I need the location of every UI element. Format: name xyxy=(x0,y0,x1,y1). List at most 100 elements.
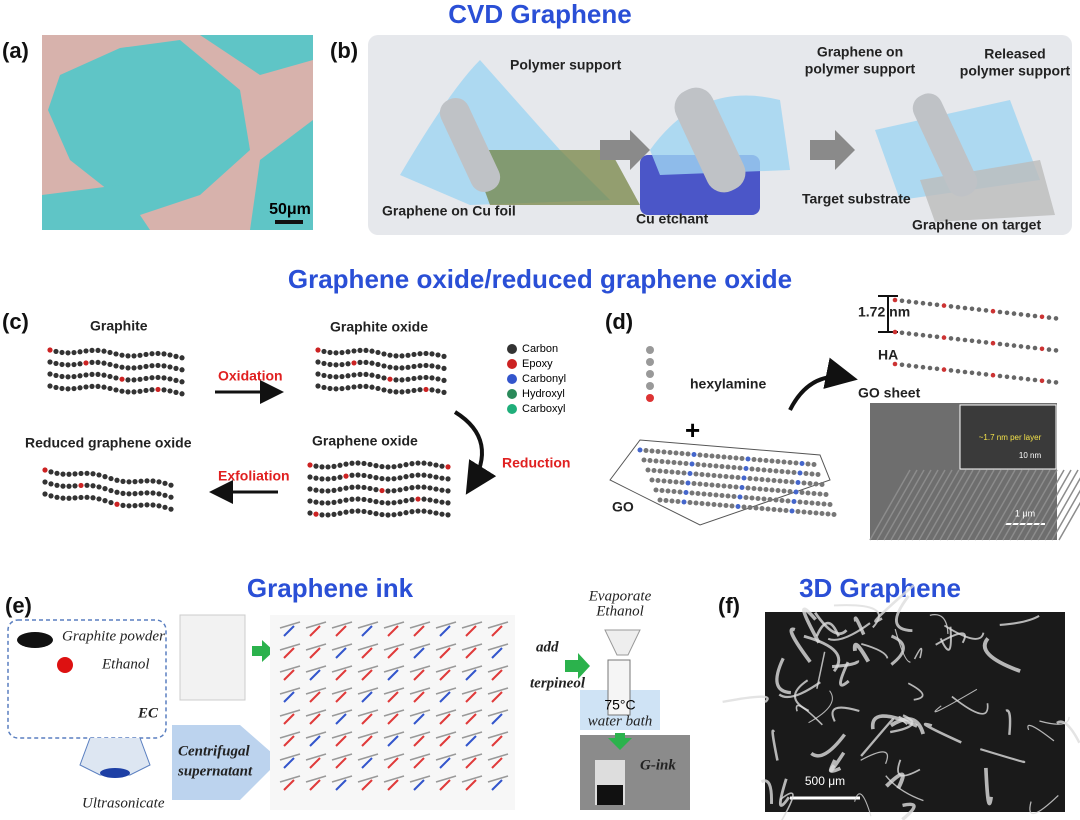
atom xyxy=(737,494,743,500)
atom xyxy=(769,487,775,493)
texture xyxy=(305,665,327,673)
atom xyxy=(711,502,717,507)
texture xyxy=(409,709,431,717)
legend-swatch xyxy=(507,359,517,369)
atom xyxy=(735,504,741,509)
texture xyxy=(874,584,915,623)
texture xyxy=(461,665,483,673)
atom xyxy=(737,465,743,471)
texture xyxy=(357,709,379,717)
annotation: + xyxy=(685,415,700,445)
atom xyxy=(421,508,427,514)
atom xyxy=(729,503,735,509)
atom xyxy=(90,495,96,501)
texture xyxy=(953,469,995,541)
atom xyxy=(445,488,451,494)
texture xyxy=(439,757,451,769)
atom xyxy=(439,463,445,469)
atom xyxy=(42,479,48,485)
atom xyxy=(815,501,821,506)
atom xyxy=(683,490,689,495)
texture xyxy=(831,660,860,669)
atom xyxy=(107,349,113,356)
texture xyxy=(861,642,889,659)
atom xyxy=(433,474,439,480)
annotation: Graphene on target xyxy=(912,217,1041,233)
texture xyxy=(487,687,509,695)
texture xyxy=(491,735,503,747)
atom xyxy=(934,302,940,308)
scale-bar-label: 1 μm xyxy=(1015,508,1035,518)
texture xyxy=(383,753,405,761)
atom xyxy=(445,464,451,470)
atom xyxy=(725,464,731,470)
texture xyxy=(907,682,924,701)
atom xyxy=(757,486,763,492)
atom xyxy=(665,459,671,465)
atom xyxy=(671,489,677,494)
atom xyxy=(409,473,415,479)
atom xyxy=(1053,348,1059,353)
texture xyxy=(491,647,503,659)
atom xyxy=(423,350,429,357)
legend-label: Carboxyl xyxy=(522,403,565,415)
atom xyxy=(53,360,59,367)
atom xyxy=(369,348,375,354)
texture xyxy=(413,735,425,747)
texture xyxy=(904,469,946,541)
atom xyxy=(399,365,405,371)
atom xyxy=(799,490,805,495)
annotation: polymer support xyxy=(960,63,1071,79)
atom xyxy=(705,472,711,478)
atom xyxy=(689,461,695,467)
panel-label: (c) xyxy=(2,309,29,334)
texture xyxy=(309,691,321,703)
atom xyxy=(71,361,77,368)
atom xyxy=(409,485,415,491)
atom xyxy=(107,361,113,368)
texture xyxy=(831,706,860,722)
texture xyxy=(331,643,353,651)
atom xyxy=(161,387,167,393)
annotation: Centrifugal xyxy=(178,743,251,759)
atom xyxy=(155,386,161,393)
atom xyxy=(649,477,655,483)
texture xyxy=(383,775,405,783)
atom xyxy=(357,383,363,389)
texture xyxy=(331,731,353,739)
atom xyxy=(53,372,59,379)
atom xyxy=(693,500,699,506)
atom xyxy=(132,491,138,497)
atom xyxy=(941,335,947,340)
atom xyxy=(367,509,373,516)
legend-swatch xyxy=(507,344,517,354)
atom xyxy=(173,353,179,359)
atom xyxy=(791,470,797,475)
atom xyxy=(427,497,433,503)
atom xyxy=(733,484,739,490)
atom xyxy=(132,503,138,509)
texture xyxy=(1002,469,1044,541)
atom xyxy=(349,508,355,514)
texture xyxy=(487,665,509,673)
texture xyxy=(383,665,405,673)
texture xyxy=(413,757,425,769)
atom xyxy=(409,509,415,515)
atom xyxy=(379,487,385,494)
atom xyxy=(101,360,107,366)
sem-image xyxy=(722,584,1080,820)
texture xyxy=(387,779,399,791)
atom xyxy=(646,346,654,354)
atom xyxy=(962,305,968,311)
texture xyxy=(870,714,918,730)
atom xyxy=(990,308,996,314)
atom xyxy=(315,371,321,377)
atom xyxy=(667,479,673,484)
atom xyxy=(321,372,327,379)
atom xyxy=(727,484,733,489)
atom xyxy=(369,372,375,378)
atom xyxy=(313,475,319,481)
texture xyxy=(439,713,451,725)
atom xyxy=(375,361,381,368)
atom xyxy=(367,485,373,492)
